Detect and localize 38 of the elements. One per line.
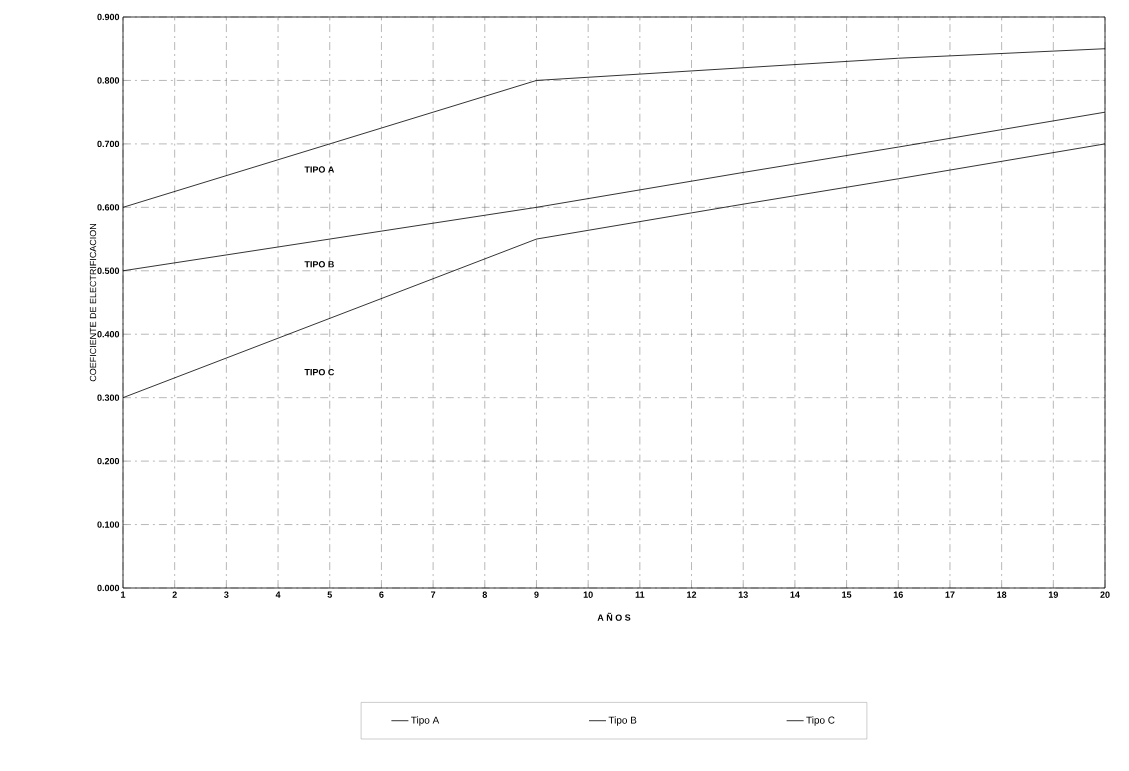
legend-label: Tipo A	[411, 716, 440, 726]
annotation: TIPO C	[304, 368, 335, 376]
y-axis-title: COEFICIENTE DE ELECTRIFICACION	[89, 224, 97, 382]
x-tick-label: 15	[842, 591, 852, 598]
y-tick-label: 0.100	[97, 521, 120, 528]
annotation: TIPO B	[304, 261, 334, 268]
x-tick-label: 10	[583, 591, 593, 598]
legend-label: Tipo C	[806, 716, 835, 726]
x-tick-label: 20	[1100, 591, 1110, 598]
y-tick-label: 0.900	[97, 13, 120, 21]
y-tick-label: 0.800	[97, 77, 120, 84]
y-tick-label: 0.000	[97, 584, 120, 592]
x-tick-label: 16	[893, 591, 903, 598]
y-tick-label: 0.500	[97, 267, 120, 274]
x-tick-label: 3	[224, 591, 229, 598]
x-tick-label: 18	[997, 591, 1007, 598]
x-axis-title: A Ñ O S	[597, 612, 631, 621]
x-tick-label: 6	[379, 591, 384, 598]
x-tick-label: 1	[121, 591, 126, 598]
annotation: TIPO A	[304, 166, 335, 173]
y-tick-label: 0.300	[97, 394, 120, 401]
x-tick-label: 11	[635, 591, 645, 598]
x-tick-label: 17	[945, 591, 955, 598]
x-tick-label: 9	[534, 591, 539, 598]
x-tick-label: 19	[1048, 591, 1058, 598]
x-tick-label: 4	[275, 591, 281, 598]
x-tick-label: 8	[482, 591, 488, 598]
x-tick-label: 12	[687, 591, 697, 598]
y-tick-label: 0.400	[97, 331, 120, 338]
y-tick-label: 0.200	[97, 457, 120, 465]
y-tick-label: 0.600	[97, 204, 120, 211]
x-tick-label: 14	[790, 591, 800, 598]
y-tick-label: 0.700	[97, 140, 120, 148]
x-tick-label: 7	[431, 591, 436, 598]
x-tick-label: 2	[172, 591, 177, 598]
x-tick-label: 13	[738, 591, 748, 598]
legend-label: Tipo B	[608, 716, 637, 726]
x-tick-label: 5	[327, 591, 332, 598]
